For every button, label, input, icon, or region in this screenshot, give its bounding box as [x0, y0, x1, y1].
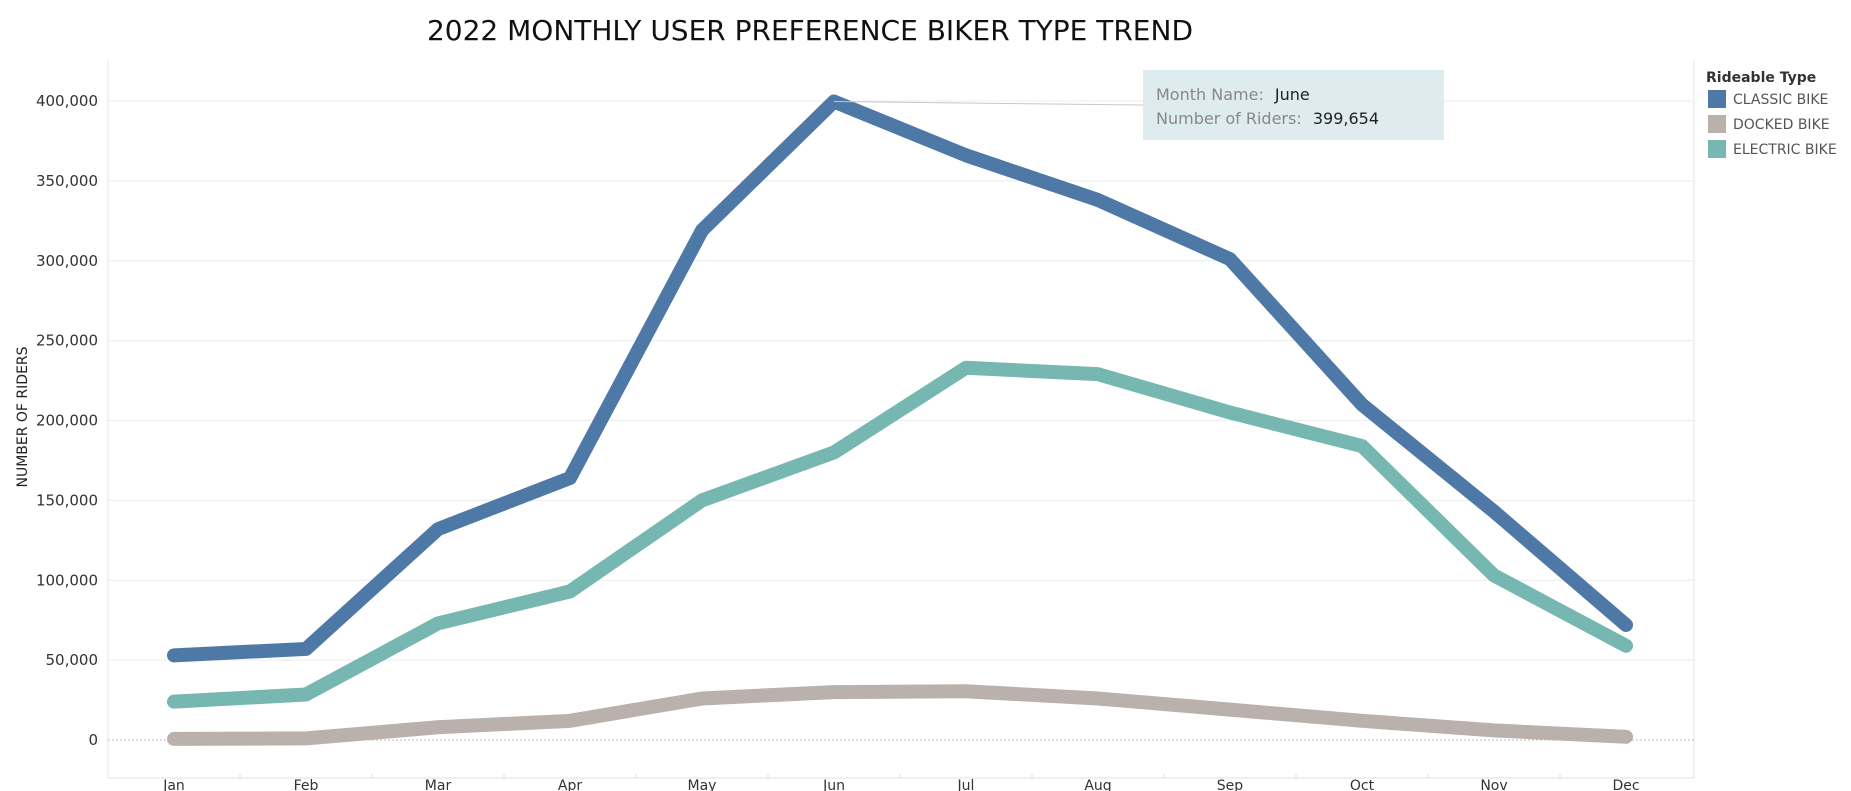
- series-lines[interactable]: [167, 94, 1633, 746]
- x-tick-label: Mar: [425, 778, 452, 791]
- x-axis-ticks: Jan Feb Mar Apr May Jun Jul Aug Sep Oct Nov Dec: [108, 774, 1694, 791]
- y-tick-label: 50,000: [46, 651, 99, 669]
- y-tick-label: 100,000: [36, 571, 98, 589]
- x-tick-label: Jan: [162, 778, 185, 791]
- tooltip-riders-value: 399,654: [1313, 109, 1379, 128]
- x-tick-label: Dec: [1612, 778, 1639, 791]
- svg-text:Month Name: June: Month Name: June: [1156, 85, 1310, 104]
- x-tick-label: May: [688, 778, 717, 791]
- tooltip: Month Name: June Number of Riders: 399,6…: [833, 70, 1444, 140]
- tooltip-month-value: June: [1274, 85, 1310, 104]
- series-line-docked-bike[interactable]: [167, 684, 1633, 746]
- x-tick-label: Feb: [294, 778, 319, 791]
- x-tick-label: Sep: [1217, 778, 1244, 791]
- legend-label: DOCKED BIKE: [1733, 117, 1830, 133]
- series-line-classic-bike[interactable]: [167, 94, 1633, 663]
- y-tick-label: 200,000: [36, 412, 98, 430]
- tooltip-box: [1143, 70, 1444, 140]
- legend-swatch: [1708, 90, 1726, 108]
- tooltip-riders-label: Number of Riders:: [1156, 109, 1302, 128]
- y-tick-label: 250,000: [36, 332, 98, 350]
- legend: Rideable Type CLASSIC BIKE DOCKED BIKE ELE…: [1706, 70, 1837, 158]
- tooltip-leader-line: [833, 101, 1144, 106]
- y-axis-ticks: 0 50,000 100,000 150,000 200,000 250,000 300,0…: [36, 92, 98, 749]
- y-tick-label: 150,000: [36, 491, 98, 509]
- x-tick-label: Oct: [1350, 778, 1375, 791]
- x-tick-label: Jul: [957, 778, 975, 791]
- x-tick-label: Jun: [822, 778, 845, 791]
- y-tick-label: 400,000: [36, 92, 98, 110]
- svg-text:Number of Riders: 399,65: Number of Riders: 399,654: [1156, 109, 1379, 128]
- chart-title: 2022 MONTHLY USER PREFERENCE BIKER TYPE …: [427, 14, 1193, 47]
- tooltip-month-label: Month Name:: [1156, 85, 1264, 104]
- y-tick-label: 300,000: [36, 252, 98, 270]
- legend-title: Rideable Type: [1706, 70, 1816, 86]
- series-line-electric-bike[interactable]: [167, 360, 1633, 709]
- x-tick-label: Aug: [1084, 778, 1111, 791]
- x-tick-label: Nov: [1480, 778, 1507, 791]
- legend-label: CLASSIC BIKE: [1733, 92, 1828, 108]
- legend-label: ELECTRIC BIKE: [1733, 142, 1837, 158]
- x-tick-label: Apr: [558, 778, 582, 791]
- legend-swatch: [1708, 115, 1726, 133]
- y-axis-label: NUMBER OF RIDERS: [15, 346, 31, 487]
- y-tick-label: 0: [88, 731, 98, 749]
- y-tick-label: 350,000: [36, 172, 98, 190]
- legend-swatch: [1708, 140, 1726, 158]
- legend-items: CLASSIC BIKE DOCKED BIKE ELECTRIC BIKE: [1708, 90, 1837, 158]
